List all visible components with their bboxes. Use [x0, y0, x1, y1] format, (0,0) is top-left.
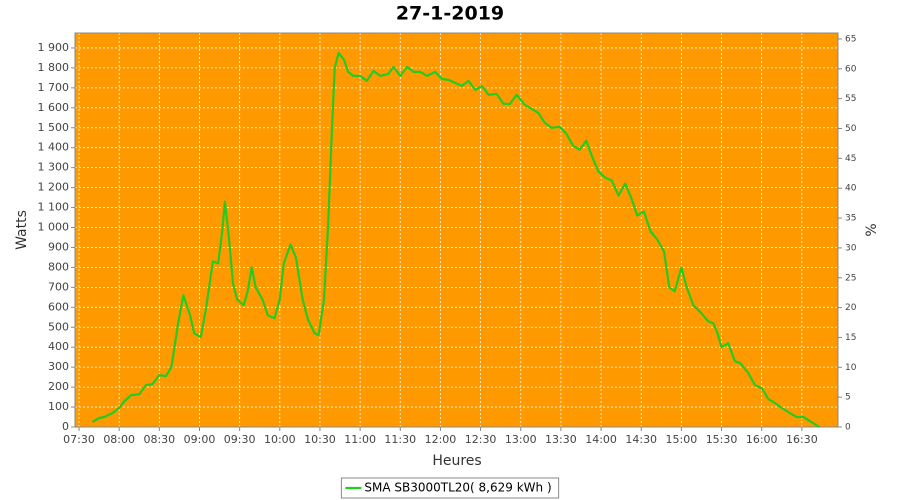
legend-box — [340, 477, 560, 499]
y-tick-label: 1 900 — [38, 41, 70, 54]
chart-title: 27-1-2019 — [396, 3, 504, 25]
y-tick-label: 700 — [48, 280, 69, 293]
y2-tick-label: 40 — [845, 184, 857, 194]
y2-tick-label: 5 — [845, 393, 851, 403]
x-tick-label: 11:00 — [344, 433, 376, 446]
legend-label: SMA SB3000TL20( 8,629 kWh ) — [364, 481, 551, 495]
y-tick-label: 1 200 — [38, 181, 70, 194]
y2-tick-label: 20 — [845, 303, 857, 313]
x-tick-label: 11:30 — [384, 433, 416, 446]
y2-tick-label: 25 — [845, 273, 856, 283]
y-tick-label: 800 — [48, 260, 69, 273]
y-tick-label: 1 600 — [38, 101, 70, 114]
y-tick-label: 1 500 — [38, 121, 70, 134]
y-tick-label: 1 100 — [38, 201, 70, 214]
y2-axis-label: % — [864, 223, 880, 236]
x-tick-label: 16:00 — [746, 433, 778, 446]
y-axis-label: Watts — [14, 210, 30, 250]
y2-tick-label: 60 — [845, 64, 857, 74]
y-tick-label: 900 — [48, 240, 69, 253]
y-tick-label: 500 — [48, 320, 69, 333]
data-line — [91, 51, 820, 428]
x-tick-label: 09:30 — [224, 433, 256, 446]
y2-tick-label: 0 — [845, 423, 851, 433]
x-tick-label: 08:30 — [143, 433, 175, 446]
x-tick-label: 10:30 — [304, 433, 336, 446]
y2-tick-label: 10 — [845, 363, 857, 373]
x-tick-label: 13:00 — [505, 433, 537, 446]
x-tick-label: 08:00 — [103, 433, 135, 446]
x-tick-label: 10:00 — [264, 433, 296, 446]
x-tick-label: 12:00 — [425, 433, 457, 446]
x-tick-label: 14:30 — [625, 433, 657, 446]
y-tick-label: 600 — [48, 300, 69, 313]
y-tick-label: 1 400 — [38, 141, 70, 154]
x-tick-label: 15:30 — [706, 433, 738, 446]
y-tick-label: 100 — [48, 400, 69, 413]
y2-tick-label: 15 — [845, 333, 856, 343]
y-tick-label: 400 — [48, 340, 69, 353]
y2-tick-label: 65 — [845, 34, 856, 44]
plot-border — [74, 32, 839, 428]
y2-tick-label: 30 — [845, 243, 857, 253]
x-axis-label: Heures — [432, 453, 481, 469]
y2-tick-label: 35 — [845, 214, 856, 224]
x-tick-label: 15:00 — [666, 433, 698, 446]
x-tick-label: 13:30 — [545, 433, 577, 446]
y-tick-label: 1 000 — [38, 221, 70, 234]
y-tick-label: 300 — [48, 360, 69, 373]
y2-tick-label: 55 — [845, 94, 856, 104]
y-tick-label: 1 700 — [38, 81, 70, 94]
y-tick-label: 1 300 — [38, 161, 70, 174]
legend: SMA SB3000TL20( 8,629 kWh ) — [340, 477, 560, 499]
x-tick-label: 07:30 — [63, 433, 95, 446]
y-tick-label: 1 800 — [38, 61, 70, 74]
x-tick-label: 12:30 — [465, 433, 497, 446]
x-tick-label: 14:00 — [585, 433, 617, 446]
y2-tick-label: 45 — [845, 154, 856, 164]
plot-area — [75, 33, 838, 427]
y-tick-label: 0 — [62, 420, 69, 433]
y2-tick-label: 50 — [845, 124, 857, 134]
x-tick-label: 09:00 — [184, 433, 216, 446]
x-tick-label: 16:30 — [786, 433, 818, 446]
y-tick-label: 200 — [48, 380, 69, 393]
